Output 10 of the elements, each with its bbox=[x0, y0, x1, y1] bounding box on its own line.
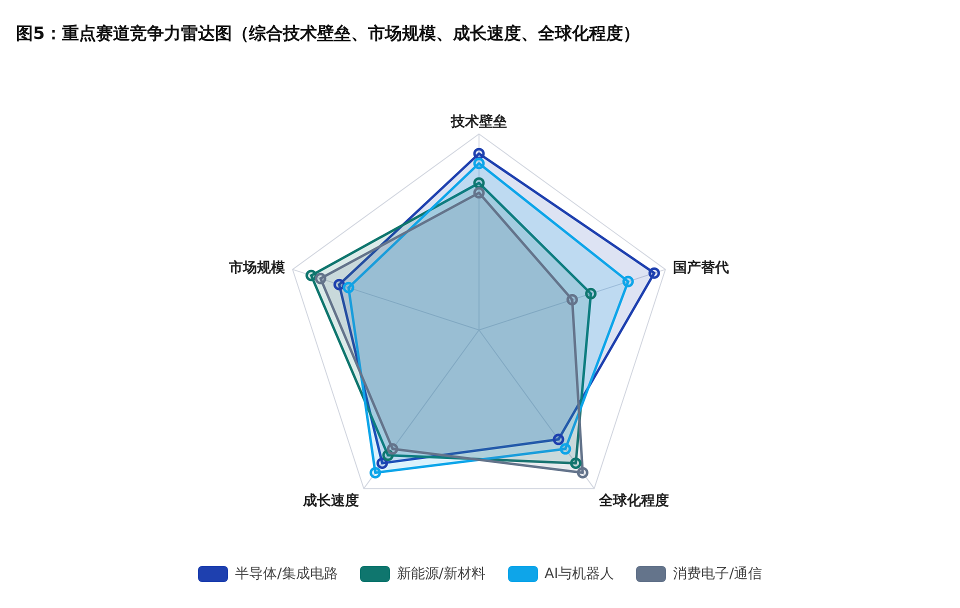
spoke-label: 全球化程度 bbox=[598, 492, 669, 509]
legend-label: 半导体/集成电路 bbox=[234, 565, 338, 583]
spoke-label: 技术壁垒 bbox=[450, 113, 507, 130]
legend-label: AI与机器人 bbox=[544, 565, 614, 583]
legend-label: 新能源/新材料 bbox=[396, 565, 486, 583]
spoke-label: 国产替代 bbox=[673, 258, 730, 276]
spoke-label: 成长速度 bbox=[302, 492, 360, 509]
chart-title: 图5：重点赛道竞争力雷达图（综合技术壁垒、市场规模、成长速度、全球化程度） bbox=[15, 23, 641, 46]
legend-label: 消费电子/通信 bbox=[672, 565, 762, 583]
spoke-label: 市场规模 bbox=[228, 258, 286, 276]
